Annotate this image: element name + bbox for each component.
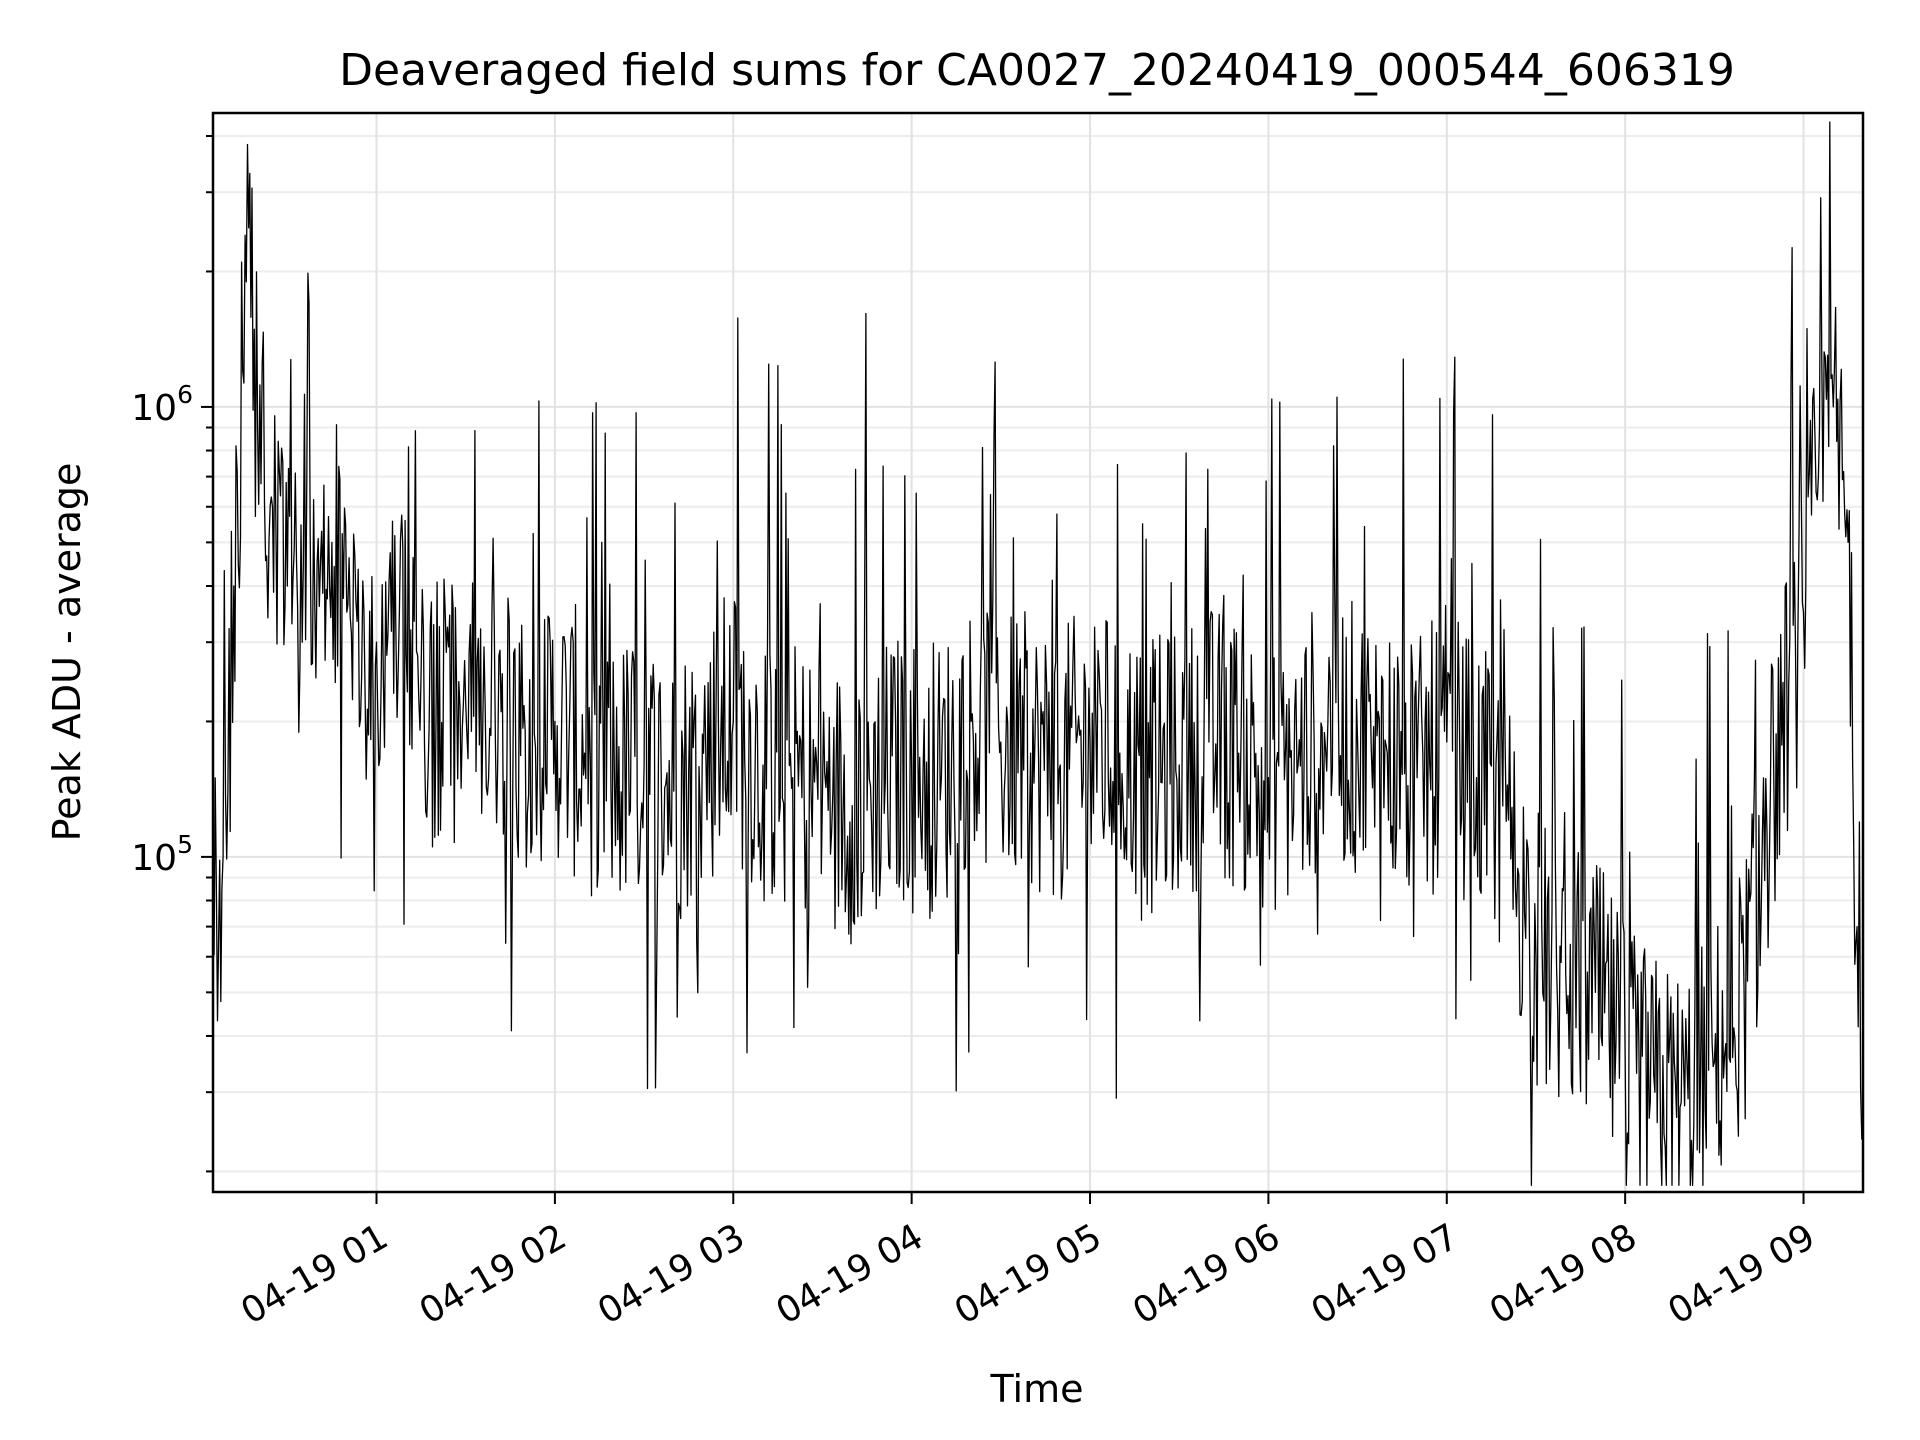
y-tick-label: 105 (131, 830, 193, 879)
x-axis-label: Time (990, 1367, 1084, 1411)
plot-frame (211, 111, 1865, 1194)
y-axis-label: Peak ADU - average (45, 463, 89, 842)
y-axis: 105 106 (131, 135, 213, 1173)
y-tick-label: 106 (131, 380, 193, 429)
chart-title: Deaveraged field sums for CA0027_2024041… (339, 45, 1735, 96)
data-series (212, 121, 1864, 1186)
series-line (212, 121, 1864, 1186)
